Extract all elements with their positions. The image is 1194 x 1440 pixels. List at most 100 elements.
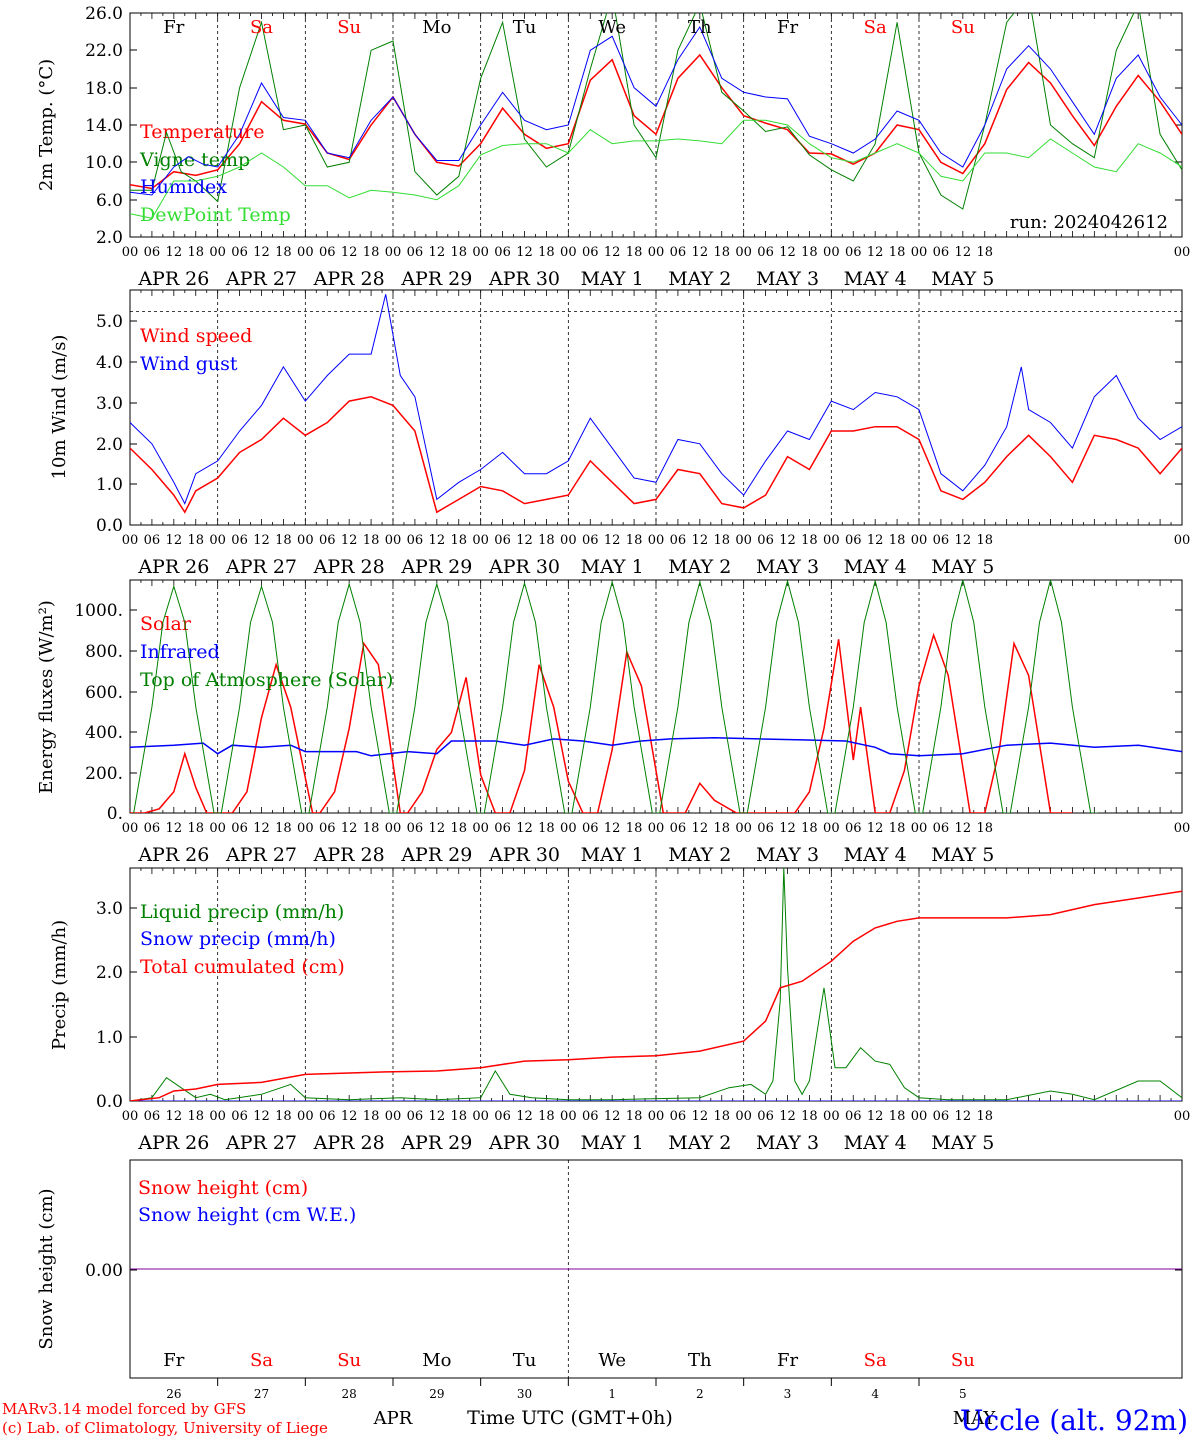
hour-label: 12	[253, 533, 270, 548]
day-name: Su	[337, 17, 361, 38]
hour-label: 18	[363, 245, 380, 260]
date-label: APR 28	[313, 268, 385, 290]
hour-label: 06	[319, 245, 336, 260]
hour-label: 18	[538, 533, 555, 548]
legend-entry: Liquid precip (mm/h)	[140, 901, 344, 923]
legend-entry: DewPoint Temp	[140, 204, 291, 226]
hour-label: 00	[1174, 245, 1191, 260]
hour-label: 12	[253, 1109, 270, 1124]
hour-label: 06	[757, 1109, 774, 1124]
date-label: MAY 4	[844, 1132, 907, 1154]
date-label: APR 30	[488, 556, 560, 578]
hour-label: 18	[889, 533, 906, 548]
model-credit: MARv3.14 model forced by GFS	[2, 1400, 246, 1418]
hour-label: 18	[801, 1109, 818, 1124]
hour-label: 00	[209, 821, 226, 836]
date-label: MAY 2	[668, 1132, 731, 1154]
hour-label: 06	[319, 821, 336, 836]
hour-label: 06	[845, 245, 862, 260]
legend-entry: Snow precip (mm/h)	[140, 928, 336, 950]
hour-label: 12	[955, 1109, 972, 1124]
series-line-3	[130, 119, 1182, 219]
date-label: APR 29	[400, 844, 472, 866]
legend-entry: Wind speed	[140, 325, 252, 347]
series-line-2	[133, 580, 1098, 813]
legend-entry: Top of Atmosphere (Solar)	[140, 669, 393, 691]
hour-label: 18	[363, 1109, 380, 1124]
hour-label: 12	[867, 1109, 884, 1124]
y-tick-label: 2.0	[96, 435, 123, 455]
date-label: APR 28	[313, 844, 385, 866]
hour-label: 12	[516, 1109, 533, 1124]
hour-label: 06	[231, 1109, 248, 1124]
date-label: MAY 3	[756, 556, 819, 578]
hour-label: 18	[275, 245, 292, 260]
hour-label: 12	[341, 821, 358, 836]
date-label: APR 30	[488, 1132, 560, 1154]
hour-label: 00	[560, 821, 577, 836]
hour-label: 06	[319, 533, 336, 548]
panel-5: 0.00 Snow height (cm) Snow height (cm) Snow…	[36, 1159, 1183, 1386]
day-name: Tu	[513, 1350, 537, 1371]
hour-label: 18	[889, 245, 906, 260]
y-tick-label: 22.0	[85, 41, 123, 61]
day-name: Th	[688, 1350, 712, 1371]
day-name: Sa	[864, 1350, 887, 1371]
y-tick-label: 3.0	[96, 394, 123, 414]
hour-label: 00	[823, 1109, 840, 1124]
hour-label: 06	[845, 821, 862, 836]
legend-entry: Snow height (cm W.E.)	[138, 1204, 356, 1226]
y-tick-label: 26.0	[85, 4, 123, 24]
hour-label: 00	[823, 533, 840, 548]
hour-label: 12	[867, 821, 884, 836]
date-label: MAY 1	[581, 1132, 644, 1154]
hour-label: 18	[713, 1109, 730, 1124]
day-name: Sa	[250, 17, 273, 38]
hour-label: 00	[735, 821, 752, 836]
hour-label: 18	[713, 533, 730, 548]
hour-label: 18	[889, 821, 906, 836]
hour-label: 06	[407, 533, 424, 548]
hour-label: 00	[735, 1109, 752, 1124]
hour-label: 12	[516, 245, 533, 260]
y-axis-label: Precip (mm/h)	[49, 920, 70, 1050]
date-label: APR 27	[225, 556, 297, 578]
y-tick-label: 400.	[85, 723, 123, 743]
hour-label: 12	[779, 533, 796, 548]
date-label: MAY 5	[931, 844, 994, 866]
hour-label: 00	[1174, 533, 1191, 548]
series-line-1	[130, 737, 1182, 757]
hour-label: 18	[976, 1109, 993, 1124]
hour-label: 12	[429, 245, 446, 260]
hour-label: 18	[538, 1109, 555, 1124]
panel-1: 26.0 22.0 18.0 14.0 10.0 6.0 2.0 2m Temp. (°C) T…	[36, 4, 1191, 290]
hour-label: 06	[144, 1109, 161, 1124]
date-label: APR 28	[313, 556, 385, 578]
hour-label: 06	[757, 245, 774, 260]
y-tick-label: 4.0	[96, 353, 123, 373]
date-label: APR 29	[400, 556, 472, 578]
date-label: MAY 2	[668, 556, 731, 578]
hour-label: 12	[692, 533, 709, 548]
hour-label: 12	[867, 245, 884, 260]
hour-label: 12	[341, 533, 358, 548]
hour-label: 18	[450, 533, 467, 548]
panel-4: 3.0 2.0 1.0 0.0 Precip (mm/h) Liquid precip (…	[49, 867, 1190, 1154]
hour-label: 12	[779, 1109, 796, 1124]
day-number: 4	[871, 1387, 879, 1401]
hour-label: 00	[122, 1109, 139, 1124]
day-name: Su	[951, 17, 975, 38]
hour-label: 18	[801, 821, 818, 836]
y-tick-label: 18.0	[85, 79, 123, 99]
hour-label: 12	[516, 821, 533, 836]
hour-label: 12	[604, 245, 621, 260]
date-label: APR 26	[137, 844, 209, 866]
hour-label: 12	[692, 1109, 709, 1124]
day-name: Sa	[250, 1350, 273, 1371]
hour-label: 18	[187, 1109, 204, 1124]
series-line-2	[130, 25, 1182, 196]
day-name: Fr	[163, 17, 184, 38]
y-tick-label: 0.00	[85, 1261, 123, 1281]
hour-label: 06	[670, 245, 687, 260]
hour-label: 12	[166, 245, 183, 260]
